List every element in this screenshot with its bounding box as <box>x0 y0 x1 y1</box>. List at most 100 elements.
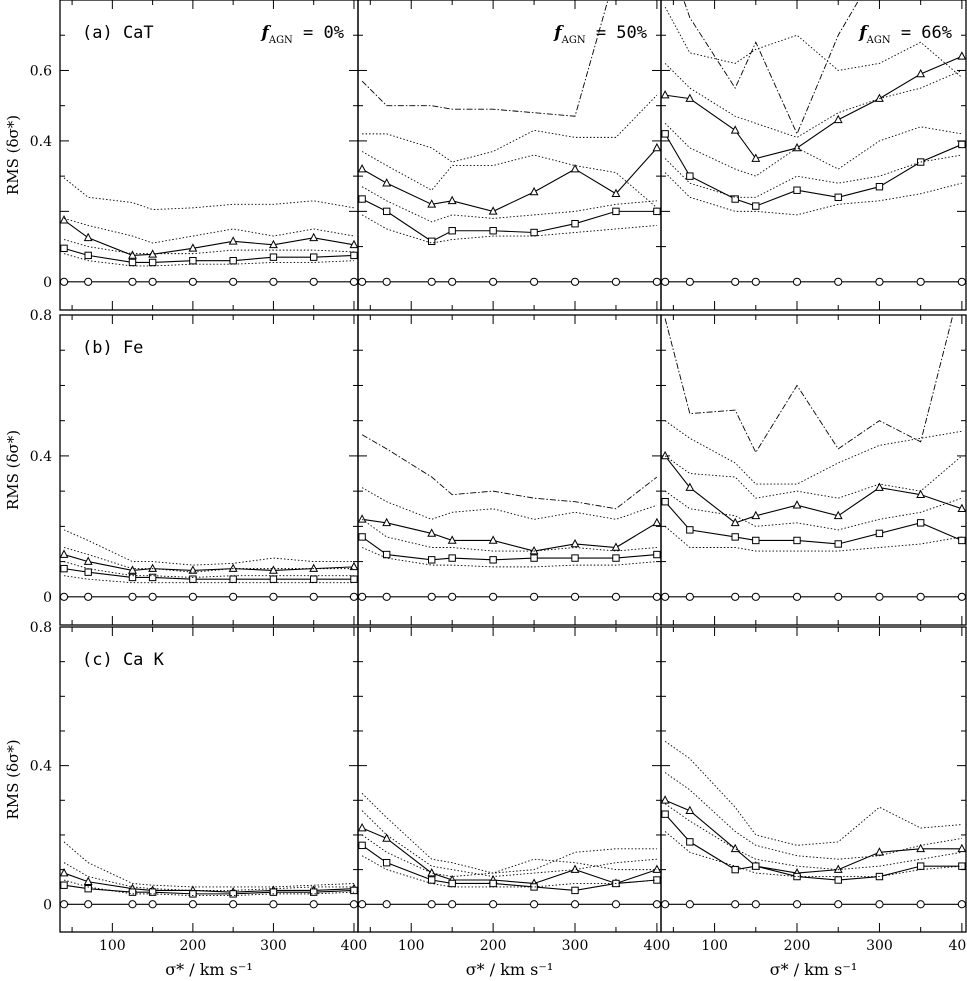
data-point-square <box>350 575 358 583</box>
data-point-circle <box>834 592 843 601</box>
data-point-triangle <box>916 489 926 498</box>
data-point-square <box>653 207 661 216</box>
data-point-triangle <box>730 517 740 527</box>
data-point-circle <box>875 900 884 909</box>
data-point-square <box>834 193 842 201</box>
data-point-circle <box>489 900 498 909</box>
y-tick-label: 0.8 <box>30 620 52 636</box>
series-line-dotted_4 <box>63 575 354 584</box>
data-point-triangle <box>447 195 457 205</box>
data-point-circle <box>309 277 318 286</box>
data-point-circle <box>751 277 760 286</box>
data-point-triangle <box>357 164 367 173</box>
series-line-dashdot_top <box>361 434 658 510</box>
data-point-circle <box>875 592 884 601</box>
y-tick-label: 0 <box>43 590 52 606</box>
data-point-square <box>793 186 801 194</box>
data-point-square <box>731 865 739 874</box>
x-tick-label: 100 <box>398 938 425 954</box>
data-point-circle <box>382 277 391 286</box>
data-point-circle <box>661 592 670 601</box>
data-point-circle <box>916 592 925 601</box>
data-point-square <box>612 554 620 562</box>
series-line-dotted_3 <box>361 834 657 877</box>
data-point-square <box>752 202 760 210</box>
series-line-dotted_upper <box>361 793 657 874</box>
data-point-circle <box>957 277 966 286</box>
data-point-circle <box>427 277 436 286</box>
data-point-square <box>310 253 318 261</box>
y-tick-label: 0.4 <box>30 134 52 150</box>
data-point-circle <box>128 277 137 286</box>
data-point-square <box>60 881 68 889</box>
data-point-circle <box>84 592 93 601</box>
x-axis-label: σ* / km s⁻¹ <box>466 960 554 979</box>
data-point-triangle <box>751 153 761 162</box>
data-point-square <box>189 575 197 583</box>
data-point-square <box>489 556 497 564</box>
data-point-circle <box>269 592 278 601</box>
data-point-circle <box>427 900 436 909</box>
series-line-dashdot_top <box>683 0 860 135</box>
data-point-square <box>382 858 391 867</box>
data-point-circle <box>382 900 391 909</box>
series-line-dotted_4 <box>664 831 962 877</box>
data-point-triangle <box>652 864 662 873</box>
data-point-circle <box>84 900 93 909</box>
data-point-triangle <box>83 556 93 565</box>
data-point-triangle <box>570 164 580 173</box>
y-axis-label: RMS (δσ*) <box>4 739 22 819</box>
data-point-square <box>612 207 620 216</box>
series-line-dotted_3 <box>664 803 962 871</box>
data-point-square <box>448 227 456 235</box>
series-line-dotted_3 <box>63 561 354 578</box>
series-line-dotted_upper <box>63 177 355 211</box>
series-line-squares <box>664 133 963 207</box>
data-point-square <box>310 888 318 896</box>
data-point-square <box>448 554 456 562</box>
data-point-circle <box>148 592 157 601</box>
data-point-square <box>128 258 137 267</box>
x-tick-label: 300 <box>866 938 893 954</box>
data-point-circle <box>529 592 539 601</box>
x-tick-label: 400 <box>949 938 967 954</box>
data-point-triangle <box>188 243 198 252</box>
data-point-triangle <box>309 563 319 572</box>
data-point-square <box>793 872 801 881</box>
data-point-circle <box>357 900 367 909</box>
data-point-circle <box>448 592 457 601</box>
data-point-square <box>916 519 925 527</box>
data-point-circle <box>731 900 740 909</box>
series-line-squares <box>361 198 657 242</box>
data-point-square <box>428 876 436 884</box>
data-point-triangle <box>83 876 93 886</box>
data-point-circle <box>84 277 93 286</box>
data-point-circle <box>751 592 760 601</box>
data-point-square <box>916 862 925 870</box>
y-axis-label: RMS (δσ*) <box>4 430 22 510</box>
data-point-square <box>84 568 92 576</box>
data-point-square <box>84 884 92 893</box>
data-point-triangle <box>751 510 761 520</box>
series-line-dotted_5 <box>361 214 657 244</box>
data-point-triangle <box>382 517 392 527</box>
series-line-triangles <box>63 219 355 256</box>
series-line-dotted_2 <box>664 772 962 860</box>
y-tick-label: 0.8 <box>30 308 52 324</box>
series-line-dotted_3 <box>63 239 354 255</box>
data-point-circle <box>875 277 884 286</box>
data-point-square <box>530 554 538 562</box>
data-point-triangle <box>916 843 926 853</box>
panel-frame <box>357 0 662 311</box>
data-point-circle <box>957 592 966 601</box>
series-line-dotted_2 <box>664 6 963 78</box>
data-point-square <box>229 575 237 583</box>
data-point-triangle <box>875 482 884 491</box>
data-point-square <box>382 550 391 559</box>
series-line-dotted_2 <box>63 217 355 244</box>
data-point-triangle <box>382 178 392 187</box>
x-tick-label: 400 <box>644 938 671 954</box>
data-point-square <box>358 533 366 541</box>
series-line-dotted_3 <box>361 151 658 209</box>
series-line-dotted_2 <box>361 487 658 520</box>
